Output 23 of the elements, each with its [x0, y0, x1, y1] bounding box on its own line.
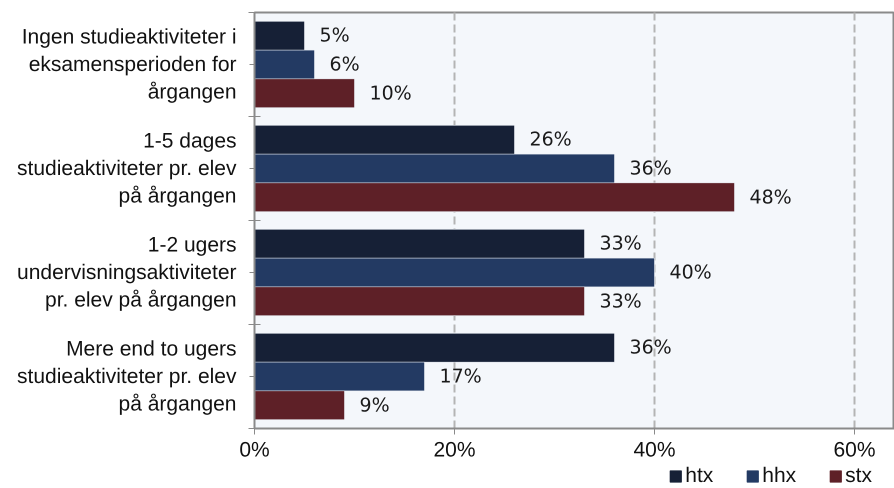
- x-tick-label: 60%: [833, 438, 876, 462]
- x-tick-label: 20%: [433, 438, 476, 462]
- x-tick-label: 0%: [239, 438, 270, 462]
- data-label: 36%: [630, 158, 672, 180]
- data-label: 6%: [330, 54, 360, 76]
- y-tick-label: Mere end to ugers studieaktiviteter pr. elev på årgangen: [17, 337, 237, 416]
- data-label: 26%: [530, 128, 572, 151]
- legend-label: stx: [845, 464, 872, 488]
- y-tick-label: Ingen studieaktiviteter i eksamensperioden for årgangen: [22, 25, 237, 104]
- data-label: 36%: [630, 336, 672, 359]
- data-label: 10%: [370, 82, 412, 104]
- data-label: 17%: [440, 366, 482, 388]
- data-label: 33%: [600, 290, 642, 312]
- data-label: 40%: [670, 262, 712, 284]
- legend-label: htx: [685, 464, 714, 488]
- data-label: 48%: [750, 186, 792, 208]
- x-tick-label: 40%: [633, 438, 676, 462]
- y-tick-label: 1-5 dages studieaktiviteter pr. elev på årgangen: [17, 129, 237, 208]
- data-label: 5%: [320, 24, 350, 47]
- y-tick-label: 1-2 ugers undervisningsaktiviteter pr. elev på årgangen: [17, 233, 237, 312]
- data-label: 9%: [360, 394, 390, 416]
- data-label: 33%: [600, 232, 642, 255]
- legend-label: hhx: [762, 464, 796, 488]
